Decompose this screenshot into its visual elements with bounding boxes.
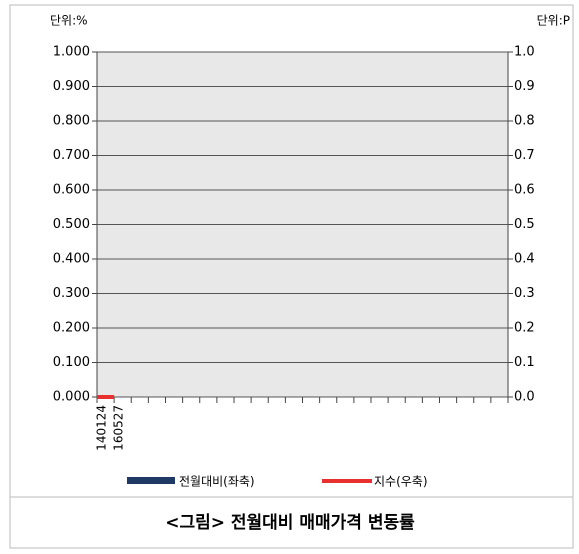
- x-tick-label: 140124: [95, 405, 109, 451]
- y2-unit: 단위:P: [537, 14, 570, 28]
- y2-tick-label: 0.4: [514, 252, 535, 267]
- y-tick-label: 0.900: [53, 79, 90, 94]
- y2-tick-label: 0.2: [514, 321, 535, 336]
- y-tick-label: 0.400: [53, 252, 90, 267]
- y2-tick-label: 0.3: [514, 286, 535, 301]
- x-tick-label: 160527: [112, 405, 126, 451]
- y-tick-label: 0.700: [53, 148, 90, 163]
- y2-tick-label: 0.1: [514, 355, 535, 370]
- y2-tick-label: 1.0: [514, 45, 535, 60]
- y-tick-label: 0.800: [53, 114, 90, 129]
- y-tick-label: 0.600: [53, 183, 90, 198]
- y2-tick-label: 0.5: [514, 217, 535, 232]
- y-tick-label: 0.300: [53, 286, 90, 301]
- y-unit: 단위:%: [50, 14, 88, 28]
- y2-tick-label: 0.7: [514, 148, 535, 163]
- y2-tick-label: 0.0: [514, 390, 535, 405]
- y-tick-label: 1.000: [53, 45, 90, 60]
- legend-label: 전월대비(좌축): [179, 475, 255, 489]
- legend-swatch: [127, 477, 175, 484]
- legend-label: 지수(우축): [374, 475, 428, 489]
- y2-tick-label: 0.6: [514, 183, 535, 198]
- y-tick-label: 0.000: [53, 390, 90, 405]
- y-tick-label: 0.200: [53, 321, 90, 336]
- y2-tick-label: 0.8: [514, 114, 535, 129]
- y-tick-label: 0.500: [53, 217, 90, 232]
- y2-tick-label: 0.9: [514, 79, 535, 94]
- y-tick-label: 0.100: [53, 355, 90, 370]
- caption: <그림> 전월대비 매매가격 변동률: [165, 513, 415, 533]
